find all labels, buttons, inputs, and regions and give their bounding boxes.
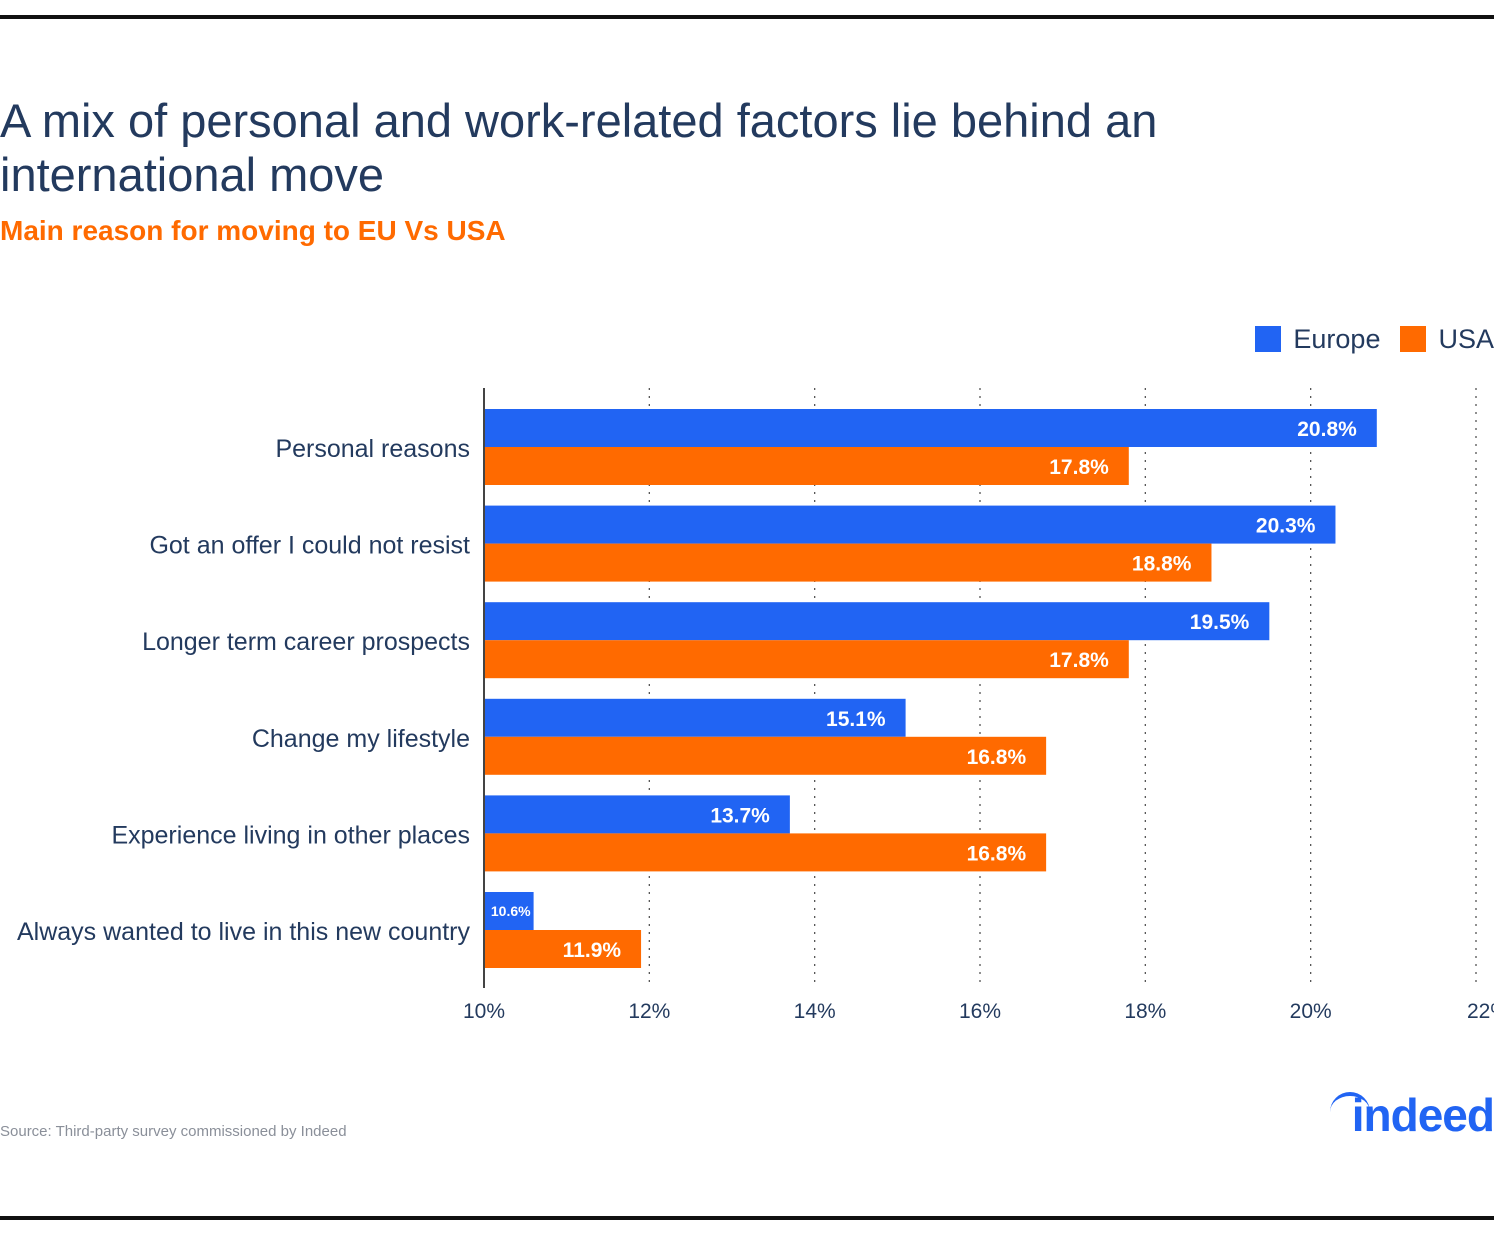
data-label: 16.8% — [967, 746, 1027, 769]
data-label: 11.9% — [563, 939, 622, 962]
x-tick-label: 16% — [959, 1000, 1001, 1023]
source-note: Source: Third-party survey commissioned … — [0, 1123, 347, 1140]
category-label: Longer term career prospects — [142, 628, 470, 656]
bar-usa — [484, 640, 1129, 679]
category-label: Experience living in other places — [111, 821, 470, 849]
indeed-logo: indeed — [1351, 1089, 1494, 1141]
x-tick-label: 10% — [463, 1000, 505, 1023]
category-label: Always wanted to live in this new countr… — [17, 918, 470, 946]
data-label: 18.8% — [1132, 553, 1192, 576]
bottom-rule — [0, 1216, 1494, 1220]
bar-chart: 20.8% 17.8% Personal reasons 20.3% 18.8% Got … — [17, 388, 1494, 1023]
legend-swatch-europe — [1255, 326, 1282, 352]
data-label: 16.8% — [967, 842, 1027, 865]
x-tick-label: 22% — [1467, 1000, 1494, 1023]
x-tick-label: 20% — [1290, 1000, 1332, 1023]
data-label: 13.7% — [710, 804, 770, 827]
top-rule — [0, 15, 1494, 19]
category-label: Personal reasons — [275, 435, 470, 463]
legend-item-europe: Europe — [1255, 324, 1380, 355]
bar-europe — [484, 698, 906, 737]
bar-usa — [484, 930, 642, 968]
bar-usa — [484, 447, 1129, 485]
data-label: 20.8% — [1297, 418, 1357, 441]
data-label: 17.8% — [1049, 456, 1109, 479]
bar-europe — [484, 409, 1377, 447]
legend-swatch-usa — [1400, 326, 1427, 352]
bar-europe — [484, 892, 534, 930]
bar-usa — [484, 833, 1047, 872]
data-label: 15.1% — [826, 708, 886, 731]
data-label: 20.3% — [1256, 515, 1316, 538]
bar-europe — [484, 505, 1336, 544]
x-tick-label: 14% — [794, 1000, 836, 1023]
bar-europe — [484, 602, 1270, 641]
legend-label-usa: USA — [1438, 323, 1494, 354]
bar-usa — [484, 543, 1212, 582]
chart-title: A mix of personal and work-related facto… — [0, 94, 1158, 201]
category-label: Got an offer I could not resist — [149, 532, 470, 560]
legend-label-europe: Europe — [1293, 323, 1381, 354]
legend: Europe USA — [1235, 322, 1494, 356]
category-label: Change my lifestyle — [252, 725, 470, 753]
data-label: 17.8% — [1049, 649, 1109, 672]
chart-subtitle: Main reason for moving to EU Vs USA — [0, 215, 506, 246]
bar-europe — [484, 795, 790, 834]
bar-usa — [484, 736, 1047, 775]
data-label: 10.6% — [491, 903, 531, 919]
x-tick-label: 12% — [628, 1000, 670, 1023]
legend-item-usa: USA — [1400, 324, 1494, 355]
indeed-logo-arc — [1330, 1092, 1370, 1112]
data-label: 19.5% — [1190, 611, 1250, 634]
x-tick-label: 18% — [1124, 1000, 1166, 1023]
